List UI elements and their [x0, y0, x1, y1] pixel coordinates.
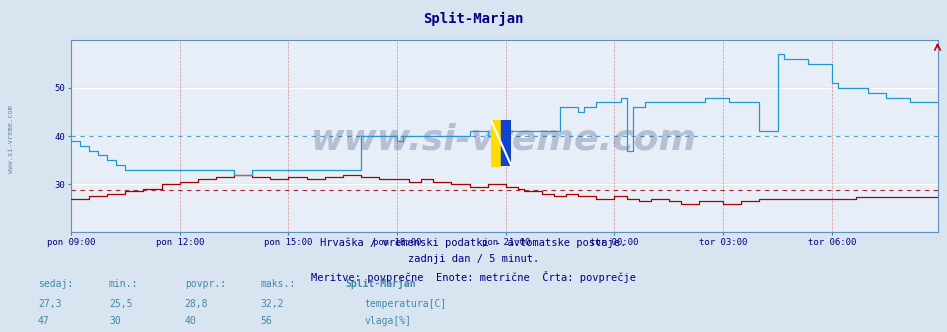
Text: 25,5: 25,5: [109, 299, 133, 309]
Text: vlaga[%]: vlaga[%]: [365, 316, 412, 326]
Text: 47: 47: [38, 316, 49, 326]
Text: maks.:: maks.:: [260, 279, 295, 289]
Text: Split-Marjan: Split-Marjan: [346, 278, 416, 289]
Text: Meritve: povprečne  Enote: metrične  Črta: povprečje: Meritve: povprečne Enote: metrične Črta:…: [311, 271, 636, 283]
Text: 40: 40: [185, 316, 196, 326]
Text: www.si-vreme.com: www.si-vreme.com: [9, 106, 14, 173]
Text: zadnji dan / 5 minut.: zadnji dan / 5 minut.: [408, 254, 539, 264]
Polygon shape: [501, 120, 511, 166]
Text: 30: 30: [109, 316, 120, 326]
Text: temperatura[C]: temperatura[C]: [365, 299, 447, 309]
Text: sedaj:: sedaj:: [38, 279, 73, 289]
Text: Split-Marjan: Split-Marjan: [423, 12, 524, 26]
Text: www.si-vreme.com: www.si-vreme.com: [312, 123, 697, 157]
Text: 56: 56: [260, 316, 272, 326]
Text: min.:: min.:: [109, 279, 138, 289]
Text: 28,8: 28,8: [185, 299, 208, 309]
Text: 32,2: 32,2: [260, 299, 284, 309]
Text: Hrvaška / vremenski podatki - avtomatske postaje.: Hrvaška / vremenski podatki - avtomatske…: [320, 237, 627, 248]
Polygon shape: [491, 120, 501, 166]
Text: 27,3: 27,3: [38, 299, 62, 309]
Text: povpr.:: povpr.:: [185, 279, 225, 289]
